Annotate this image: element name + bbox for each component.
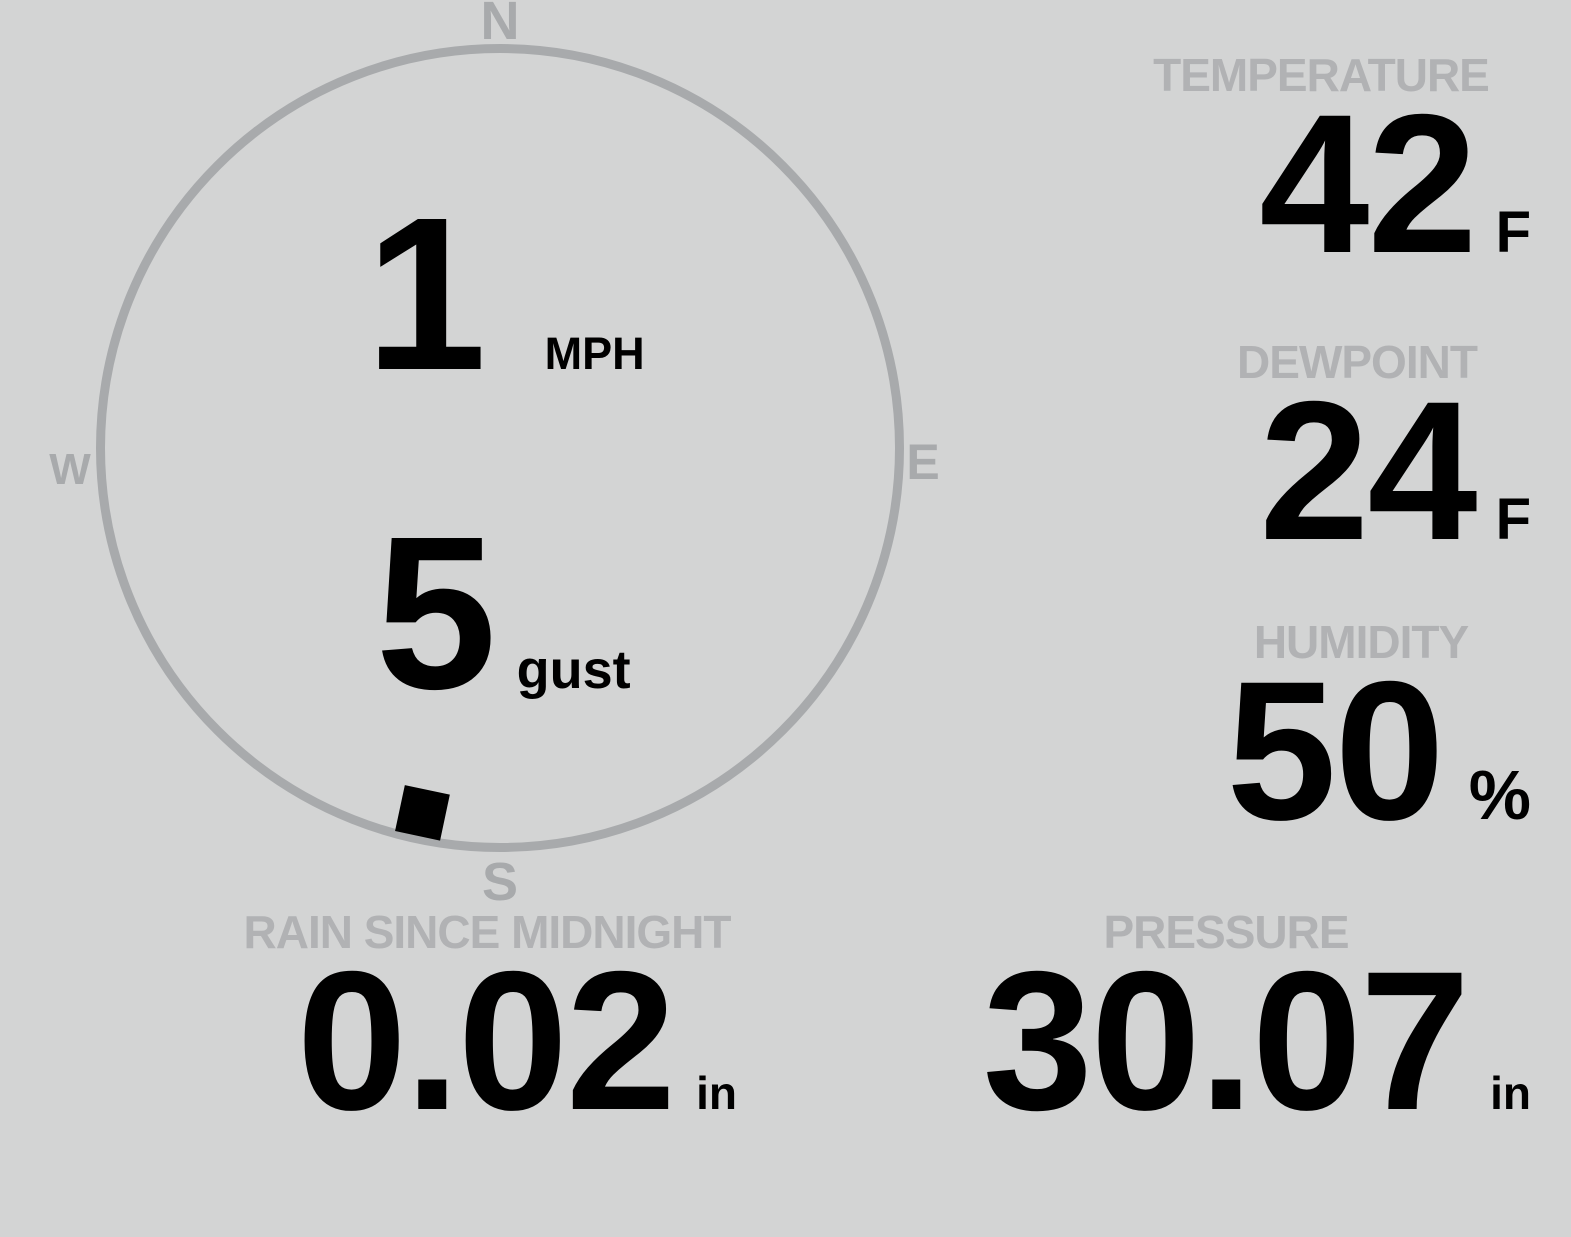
pressure-value: 30.07 <box>982 930 1470 1151</box>
compass-east-label: E <box>906 434 940 490</box>
wind-compass: N E S W 1 MPH 5 gust <box>49 0 939 909</box>
wind-gust-value: 5 <box>375 492 496 735</box>
temperature-unit: F <box>1495 200 1531 265</box>
wind-speed: 1 MPH <box>365 186 644 404</box>
dewpoint-reading: DEWPOINT 24 F <box>1091 339 1531 570</box>
wind-speed-unit: MPH <box>544 328 645 379</box>
dewpoint-value: 24 <box>1259 360 1477 581</box>
wind-gust-unit: gust <box>516 640 631 700</box>
humidity-value: 50 <box>1226 640 1445 861</box>
temperature-reading: TEMPERATURE 42 F <box>1091 52 1531 283</box>
pressure-label: PRESSURE <box>1103 906 1349 958</box>
rain-unit: in <box>696 1067 737 1119</box>
wind-speed-value: 1 <box>365 173 486 416</box>
dewpoint-unit: F <box>1495 487 1531 552</box>
humidity-reading: HUMIDITY 50% <box>1091 616 1532 850</box>
temperature-value: 42 <box>1259 73 1477 294</box>
dewpoint-value-row: 24 F <box>1091 372 1531 570</box>
compass-ring <box>96 44 904 852</box>
dewpoint-label: DEWPOINT <box>1237 336 1478 388</box>
humidity-label: HUMIDITY <box>1253 616 1469 668</box>
compass-south-label: S <box>481 852 519 912</box>
rain-value-row: 0.02 in <box>237 942 737 1140</box>
temperature-label: TEMPERATURE <box>1153 49 1490 101</box>
wind-direction-marker <box>395 785 450 841</box>
pressure-reading: PRESSURE 30.07 in <box>831 909 1531 1140</box>
rain-value: 0.02 <box>296 930 676 1151</box>
pressure-value-row: 30.07 in <box>831 942 1531 1140</box>
pressure-unit: in <box>1490 1067 1531 1119</box>
rain-label: RAIN SINCE MIDNIGHT <box>243 906 732 958</box>
compass-west-label: W <box>49 445 91 494</box>
humidity-value-row: 50% <box>1091 652 1532 850</box>
humidity-unit: % <box>1468 756 1531 834</box>
wind-gust: 5 gust <box>375 505 630 723</box>
compass-north-label: N <box>480 0 520 51</box>
rain-reading: RAIN SINCE MIDNIGHT 0.02 in <box>237 906 738 1140</box>
temperature-value-row: 42 F <box>1091 85 1531 283</box>
